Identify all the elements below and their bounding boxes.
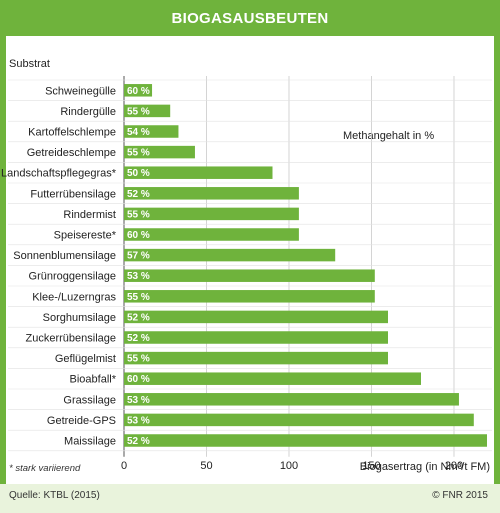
- bar: [124, 207, 299, 221]
- data-label: 53 %: [127, 415, 150, 426]
- data-label: 52 %: [127, 436, 150, 447]
- bar: [124, 269, 375, 282]
- category-label: Speisereste*: [54, 230, 117, 242]
- category-label: Rindergülle: [60, 106, 116, 118]
- bar: [124, 145, 195, 159]
- category-label: Grassilage: [63, 394, 116, 406]
- data-label: 55 %: [127, 106, 150, 117]
- tick-label: 100: [280, 460, 298, 472]
- data-label: 55 %: [127, 148, 150, 159]
- category-label: Klee-/Luzerngras: [32, 291, 116, 303]
- category-label: Schweinegülle: [45, 85, 116, 97]
- data-label: 57 %: [127, 251, 150, 262]
- data-label: 52 %: [127, 333, 150, 344]
- data-label: 53 %: [127, 271, 150, 282]
- data-label: 60 %: [127, 230, 150, 241]
- category-label: Sorghumsilage: [43, 312, 116, 324]
- y-axis-label: Substrat: [9, 58, 50, 70]
- category-label: Grünroggensilage: [29, 271, 116, 283]
- x-axis-label: Biogasertrag (in Nm³/t FM): [359, 461, 490, 473]
- tick-label: 200: [445, 460, 463, 472]
- chart-title: BIOGASAUSBEUTEN: [0, 0, 500, 36]
- bar: [124, 434, 487, 447]
- data-label: 60 %: [127, 86, 150, 97]
- bar: [124, 104, 171, 118]
- category-label: Kartoffelschlempe: [28, 127, 116, 139]
- category-label: Zuckerrübensilage: [26, 333, 117, 345]
- category-label: Bioabfall*: [70, 374, 117, 386]
- data-label: 55 %: [127, 292, 150, 303]
- bar: [124, 248, 336, 262]
- data-label: 60 %: [127, 374, 150, 385]
- data-label: 55 %: [127, 354, 150, 365]
- data-label: 53 %: [127, 395, 150, 406]
- tick-label: 0: [121, 460, 127, 472]
- chart-subtitle: Methangehalt in %: [343, 130, 435, 142]
- bar: [124, 413, 474, 427]
- bar: [124, 187, 299, 200]
- category-label: Landschaftspflegegras*: [1, 168, 117, 180]
- data-label: 50 %: [127, 168, 150, 179]
- category-label: Sonnenblumensilage: [13, 250, 116, 262]
- category-label: Getreide-GPS: [47, 415, 116, 427]
- bar: [124, 84, 153, 97]
- bar: [124, 351, 388, 365]
- footnote: * stark variierend: [9, 463, 81, 474]
- bar: [124, 310, 388, 324]
- category-label: Geflügelmist: [55, 353, 116, 365]
- category-label: Getreideschlempe: [27, 147, 116, 159]
- data-label: 54 %: [127, 127, 150, 138]
- bar: [124, 125, 179, 138]
- copyright: © FNR 2015: [432, 490, 488, 501]
- data-label: 55 %: [127, 209, 150, 220]
- tick-label: 50: [200, 460, 212, 472]
- bar: [124, 290, 375, 303]
- category-label: Futterrübensilage: [30, 188, 116, 200]
- footer-bar: [0, 484, 500, 513]
- source-note: Quelle: KTBL (2015): [9, 490, 100, 501]
- data-label: 52 %: [127, 189, 150, 200]
- tick-label: 150: [362, 460, 380, 472]
- bar: [124, 372, 421, 385]
- data-label: 52 %: [127, 312, 150, 323]
- bar: [124, 166, 273, 179]
- bar: [124, 331, 388, 344]
- bar: [124, 228, 299, 241]
- category-label: Rindermist: [63, 209, 116, 221]
- category-label: Maissilage: [64, 436, 116, 448]
- bar: [124, 393, 459, 406]
